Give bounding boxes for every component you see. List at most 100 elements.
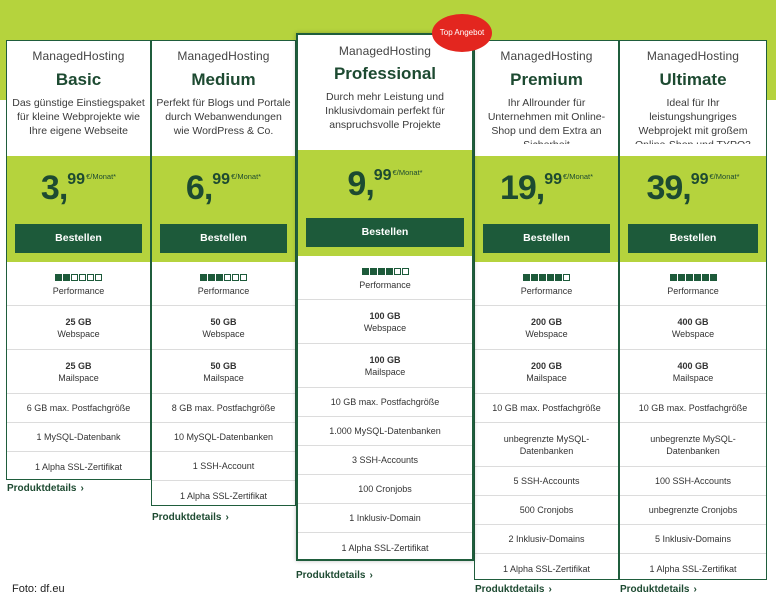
performance-segment bbox=[677, 274, 685, 281]
webspace-label: Webspace bbox=[671, 328, 715, 339]
performance-segment bbox=[401, 268, 409, 275]
product-details-link-professional[interactable]: Produktdetails › bbox=[296, 570, 373, 581]
feature-item: 8 GB max. Postfachgröße bbox=[152, 394, 295, 423]
webspace-row: 100 GB Webspace bbox=[298, 300, 472, 344]
webspace-label: Webspace bbox=[525, 328, 568, 339]
price-integer: 9, bbox=[347, 165, 374, 203]
performance-segment bbox=[200, 274, 207, 281]
mailspace-value: 25 GB bbox=[65, 360, 92, 371]
price-area: 6,99€/Monat* Bestellen bbox=[152, 156, 295, 262]
performance-segment bbox=[232, 274, 239, 281]
price-decimals: 99 bbox=[67, 171, 86, 188]
mailspace-label: Mailspace bbox=[526, 372, 567, 383]
price-unit: €/Monat* bbox=[86, 172, 117, 181]
price-integer: 19, bbox=[499, 169, 545, 207]
performance-label: Performance bbox=[667, 286, 719, 296]
mailspace-value: 400 GB bbox=[677, 360, 709, 371]
performance-segment bbox=[693, 274, 701, 281]
order-button-ultimate[interactable]: Bestellen bbox=[628, 224, 758, 253]
price-cents-block: 99€/Monat* bbox=[212, 170, 261, 190]
performance-row: Performance bbox=[475, 262, 618, 306]
product-details-link-ultimate[interactable]: Produktdetails › bbox=[620, 584, 697, 595]
feature-item: 1.000 MySQL-Datenbanken bbox=[298, 417, 472, 446]
plan-name: Medium bbox=[191, 70, 256, 89]
mailspace-value: 50 GB bbox=[210, 360, 237, 371]
order-button-medium[interactable]: Bestellen bbox=[160, 224, 287, 253]
feature-item: 100 SSH-Accounts bbox=[620, 467, 766, 496]
plan-price: 9,99€/Monat* bbox=[298, 166, 472, 202]
order-button-premium[interactable]: Bestellen bbox=[483, 224, 610, 253]
performance-segment bbox=[87, 274, 94, 281]
performance-segment bbox=[216, 274, 223, 281]
price-unit: €/Monat* bbox=[231, 172, 262, 181]
plan-price: 3,99€/Monat* bbox=[7, 170, 150, 206]
webspace-value: 100 GB bbox=[369, 310, 401, 321]
webspace-row: 25 GB Webspace bbox=[7, 306, 150, 350]
performance-segment bbox=[393, 268, 401, 275]
price-integer: 39, bbox=[646, 169, 691, 207]
plan-card-ultimate: ManagedHosting Ultimate Ideal für Ihr leis… bbox=[619, 40, 767, 580]
plan-card-premium: ManagedHosting Premium Ihr Allrounder für … bbox=[474, 40, 619, 580]
plan-name: Professional bbox=[333, 64, 437, 83]
price-decimals: 99 bbox=[212, 171, 231, 188]
price-unit: €/Monat* bbox=[392, 168, 423, 177]
order-button-professional[interactable]: Bestellen bbox=[306, 218, 464, 247]
performance-segment bbox=[79, 274, 86, 281]
plan-description: Perfekt für Blogs und Portale durch Weba… bbox=[156, 97, 291, 137]
performance-label: Performance bbox=[52, 286, 105, 296]
plan-category: ManagedHosting bbox=[177, 49, 270, 63]
performance-meter bbox=[669, 274, 717, 281]
plan-header: ManagedHosting Premium Ihr Allrounder für … bbox=[475, 41, 618, 156]
order-button-basic[interactable]: Bestellen bbox=[15, 224, 142, 253]
webspace-row: 50 GB Webspace bbox=[152, 306, 295, 350]
feature-item: unbegrenzte Cronjobs bbox=[620, 496, 766, 525]
webspace-value: 400 GB bbox=[677, 316, 709, 327]
product-details-link-premium[interactable]: Produktdetails › bbox=[475, 584, 552, 595]
performance-segment bbox=[224, 274, 231, 281]
chevron-right-icon: › bbox=[369, 570, 373, 581]
price-unit: €/Monat* bbox=[563, 172, 594, 181]
performance-segment bbox=[361, 268, 369, 275]
feature-item: 1 Inklusiv-Domain bbox=[298, 504, 472, 533]
price-integer: 3, bbox=[40, 169, 68, 207]
feature-item: 5 SSH-Accounts bbox=[475, 467, 618, 496]
price-area: 9,99€/Monat* Bestellen bbox=[298, 150, 472, 256]
feature-list: Performance 25 GB Webspace 25 GB Mailspace 6 … bbox=[7, 262, 150, 481]
product-details-label: Produktdetails bbox=[475, 584, 545, 595]
plan-card-medium: ManagedHosting Medium Perfekt für Blogs un… bbox=[151, 40, 296, 506]
product-details-link-medium[interactable]: Produktdetails › bbox=[152, 512, 229, 523]
performance-segment bbox=[240, 274, 247, 281]
product-details-label: Produktdetails bbox=[620, 584, 690, 595]
feature-item: 1 Alpha SSL-Zertifikat bbox=[179, 490, 268, 501]
performance-row: Performance bbox=[7, 262, 150, 306]
product-details-link-basic[interactable]: Produktdetails › bbox=[7, 483, 84, 494]
mailspace-label: Mailspace bbox=[203, 372, 244, 383]
plan-header: ManagedHosting Medium Perfekt für Blogs un… bbox=[152, 41, 295, 156]
webspace-value: 200 GB bbox=[530, 316, 563, 327]
plan-header: ManagedHosting Ultimate Ideal für Ihr leis… bbox=[620, 41, 766, 156]
price-area: 39,99€/Monat* Bestellen bbox=[620, 156, 766, 262]
performance-segment bbox=[685, 274, 693, 281]
price-unit: €/Monat* bbox=[709, 172, 740, 181]
feature-item: 10 GB max. Postfachgröße bbox=[620, 394, 766, 423]
plan-name: Ultimate bbox=[659, 70, 727, 89]
plan-header: ManagedHosting Professional Durch mehr Lei… bbox=[298, 35, 472, 150]
feature-item: 1 Alpha SSL-Zertifikat bbox=[341, 542, 429, 553]
feature-item: 10 GB max. Postfachgröße bbox=[475, 394, 618, 423]
performance-row: Performance bbox=[620, 262, 766, 306]
feature-list: Performance 50 GB Webspace 50 GB Mailspace 8 … bbox=[152, 262, 295, 510]
product-details-label: Produktdetails bbox=[152, 512, 222, 523]
performance-segment bbox=[208, 274, 215, 281]
plan-card-basic: ManagedHosting Basic Das günstige Einstieg… bbox=[6, 40, 151, 480]
price-cents-block: 99€/Monat* bbox=[67, 170, 116, 190]
feature-list: Performance 400 GB Webspace 400 GB Mailspace… bbox=[620, 262, 766, 583]
webspace-value: 25 GB bbox=[65, 316, 92, 327]
mailspace-row: 50 GB Mailspace bbox=[152, 350, 295, 394]
chevron-right-icon: › bbox=[80, 483, 84, 494]
performance-segment bbox=[701, 274, 709, 281]
chevron-right-icon: › bbox=[225, 512, 229, 523]
performance-segment bbox=[563, 274, 570, 281]
webspace-value: 50 GB bbox=[210, 316, 237, 327]
price-decimals: 99 bbox=[544, 171, 563, 188]
